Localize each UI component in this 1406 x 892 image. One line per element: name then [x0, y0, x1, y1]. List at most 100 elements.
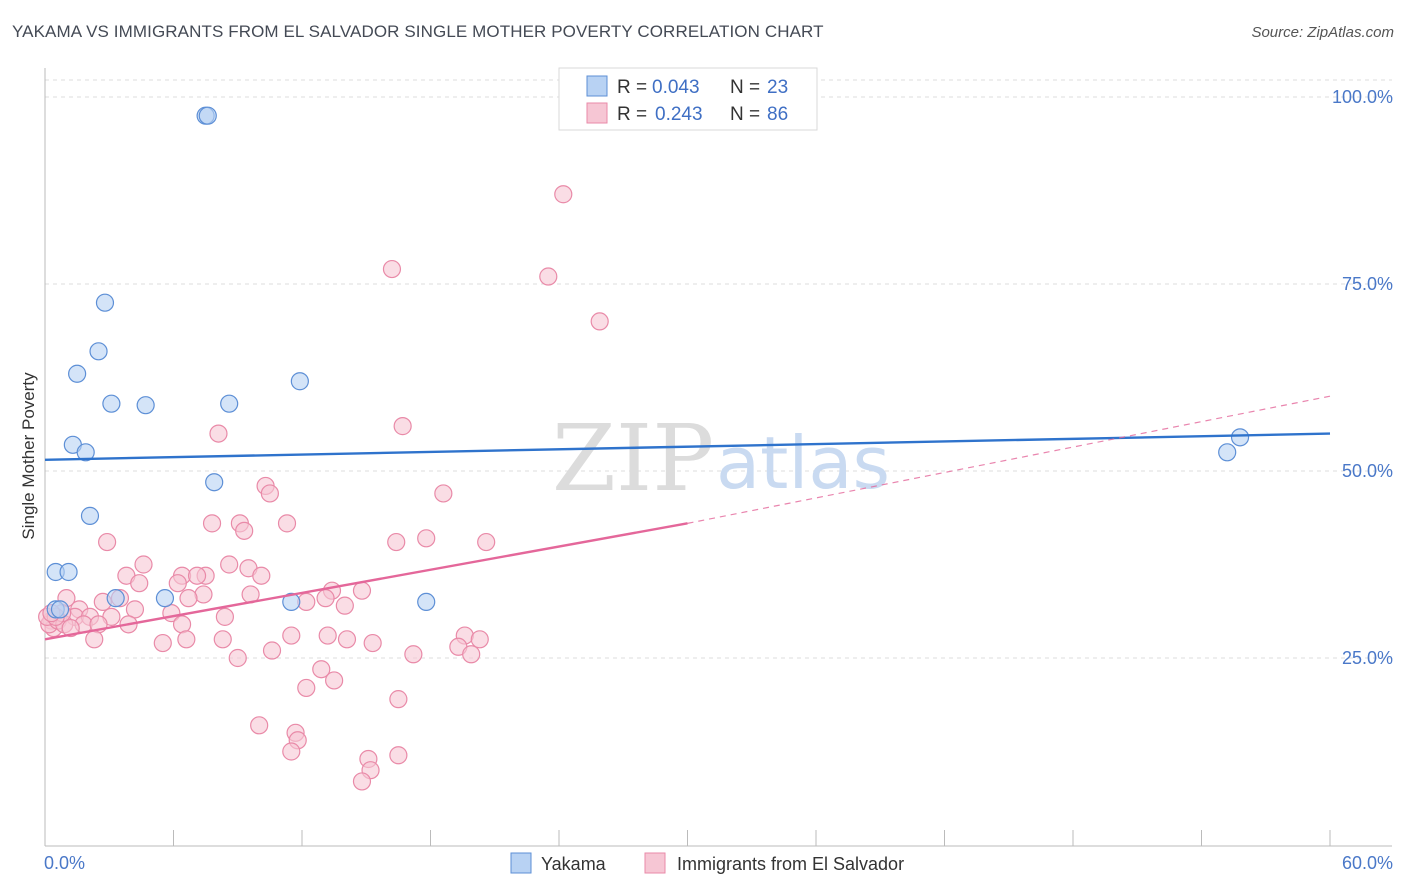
el-salvador-point — [590, 312, 609, 331]
watermark-atlas: atlas — [716, 421, 890, 505]
series-immigrants-from-el-salvador — [38, 185, 609, 791]
yakama-point — [1230, 428, 1250, 447]
el-salvador-point — [470, 630, 489, 649]
yakama-point — [50, 600, 70, 619]
el-salvador-point — [539, 267, 558, 286]
legend-r-value-2: 0.243 — [655, 104, 703, 125]
legend-n-value-1: 23 — [767, 77, 788, 98]
legend-r-label-1: R = — [617, 77, 647, 98]
legend-el-salvador-label: Immigrants from El Salvador — [677, 854, 904, 874]
yakama-point — [80, 506, 100, 525]
el-salvador-point — [250, 716, 269, 735]
yakama-point — [102, 394, 121, 413]
el-salvador-point — [335, 596, 354, 615]
el-salvador-point — [477, 532, 496, 552]
el-salvador-point — [220, 555, 239, 574]
yakama-trend-line — [44, 432, 1331, 461]
y-tick-label-100: 100.0% — [1332, 87, 1393, 107]
series-yakama — [46, 106, 1250, 619]
yakama-point — [417, 592, 436, 612]
axes — [44, 68, 1392, 847]
el-salvador-point — [387, 532, 406, 552]
el-salvador-point — [215, 607, 234, 626]
el-salvador-point — [297, 678, 316, 698]
source-label: Source: ZipAtlas.com — [1251, 24, 1394, 41]
el-salvador-point — [363, 633, 382, 653]
y-tick-label-75: 75.0% — [1342, 274, 1393, 294]
el-salvador-point — [434, 484, 453, 503]
yakama-point — [220, 394, 239, 413]
legend-r-label-2: R = — [617, 104, 647, 125]
series-legend: Yakama Immigrants from El Salvador — [510, 852, 904, 874]
yakama-point — [68, 364, 87, 383]
el-salvador-point — [179, 589, 198, 608]
el-salvador-point — [202, 514, 222, 533]
correlation-legend: R = 0.043 N = 23 R = 0.243 N = 86 — [558, 67, 818, 131]
legend-swatch-pink — [586, 102, 608, 124]
x-tick-label-60: 60.0% — [1342, 853, 1393, 873]
el-salvador-point — [177, 630, 196, 649]
el-salvador-point — [282, 626, 301, 645]
el-salvador-point — [134, 555, 153, 574]
yakama-point — [198, 106, 217, 125]
y-tick-label-50: 50.0% — [1342, 461, 1393, 481]
yakama-point — [95, 293, 115, 312]
el-salvador-point — [172, 615, 192, 634]
watermark-zip: ZIP — [552, 405, 714, 512]
el-salvador-point — [85, 630, 104, 649]
el-salvador-point — [209, 424, 228, 443]
el-salvador-point — [260, 484, 279, 503]
el-salvador-point — [262, 641, 282, 660]
yakama-point — [1218, 443, 1237, 462]
el-salvador-point — [352, 772, 372, 791]
el-salvador-point — [98, 532, 117, 552]
el-salvador-point — [325, 671, 344, 690]
legend-yakama-label: Yakama — [541, 854, 607, 874]
x-tick-label-0: 0.0% — [44, 853, 85, 873]
legend-n-label-2: N = — [730, 104, 760, 125]
el-salvador-point — [228, 648, 247, 668]
el-salvador-point — [389, 746, 408, 765]
el-salvador-point — [252, 566, 271, 585]
el-salvador-point — [213, 630, 232, 649]
el-salvador-point — [389, 690, 408, 709]
el-salvador-point — [61, 618, 80, 638]
legend-n-value-2: 86 — [767, 104, 788, 125]
el-salvador-point — [235, 521, 254, 540]
el-salvador-point — [187, 566, 207, 585]
el-salvador-point — [417, 529, 436, 548]
el-salvador-point — [318, 626, 337, 645]
el-salvador-point — [130, 574, 149, 593]
el-salvador-point — [382, 259, 402, 279]
el-salvador-point — [337, 630, 357, 649]
el-salvador-point — [153, 633, 172, 653]
legend-swatch-blue — [586, 75, 608, 97]
legend-el-salvador-swatch — [644, 852, 666, 874]
yakama-point — [205, 473, 224, 492]
y-axis-title: Single Mother Poverty — [19, 372, 38, 540]
el-salvador-point — [554, 185, 573, 204]
el-salvador-point — [125, 600, 145, 619]
el-salvador-trend-line — [44, 522, 688, 641]
watermark: ZIP atlas — [552, 405, 890, 512]
legend-yakama-swatch — [510, 852, 532, 874]
trend-lines — [44, 395, 1331, 641]
yakama-point — [89, 342, 108, 361]
x-tick-labels: 0.0% 60.0% — [44, 853, 1393, 873]
el-salvador-point — [282, 742, 301, 761]
el-salvador-point — [352, 581, 372, 600]
el-salvador-point — [316, 589, 335, 608]
el-salvador-point — [393, 417, 412, 436]
el-salvador-point — [277, 514, 297, 533]
el-salvador-point — [462, 645, 481, 664]
yakama-point — [59, 562, 78, 582]
legend-n-label-1: N = — [730, 77, 760, 98]
yakama-point — [282, 592, 301, 612]
yakama-point — [155, 589, 175, 608]
el-salvador-point — [312, 660, 331, 679]
yakama-point — [290, 372, 309, 391]
yakama-point — [76, 443, 95, 462]
chart-title: YAKAMA VS IMMIGRANTS FROM EL SALVADOR SI… — [12, 22, 824, 41]
yakama-point — [106, 589, 125, 608]
